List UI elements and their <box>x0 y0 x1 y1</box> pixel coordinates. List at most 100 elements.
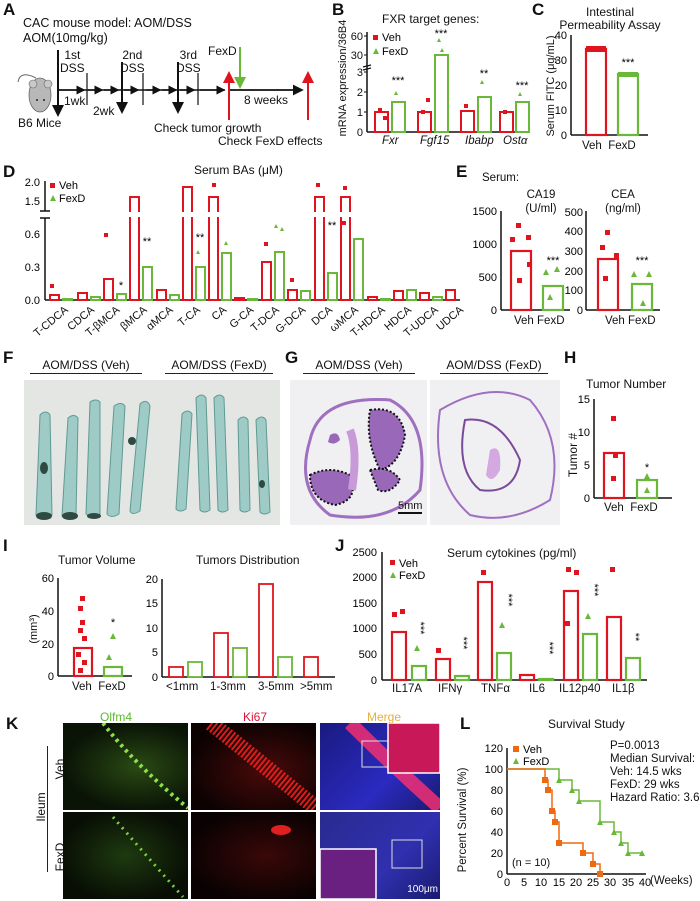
dss3-label: 3rd DSS <box>176 48 201 75</box>
svg-text:1000: 1000 <box>353 623 377 635</box>
svg-text:2.0: 2.0 <box>25 177 40 189</box>
bar-chart: 0 5 10 15 * <box>578 394 672 505</box>
group-veh-underline <box>303 373 415 374</box>
svg-text:0: 0 <box>371 675 377 687</box>
svg-text:3: 3 <box>357 67 363 79</box>
col-olfm4-label: Olfm4 <box>100 710 133 724</box>
svg-text:2000: 2000 <box>353 572 377 584</box>
panel-i: I Tumor Volume (mm³) Tumors Distribution… <box>0 536 335 700</box>
svg-text:0: 0 <box>504 877 510 889</box>
panel-label: K <box>6 714 19 733</box>
bar-charts: 0 500 1000 1500 *** 0 100 200 300 400 500 *** <box>473 206 660 317</box>
panel-d: D Serum BAs (μM) 0.0 0.3 0.6 1.5 2.0 Veh Fex… <box>0 160 466 340</box>
svg-text:***: *** <box>392 75 406 87</box>
ca19-x-labels: Veh FexD <box>514 315 565 327</box>
svg-text:FexD: FexD <box>399 570 425 582</box>
col-merge-label: Merge <box>367 710 402 724</box>
svg-text:0.3: 0.3 <box>25 262 40 274</box>
svg-text:100: 100 <box>565 285 583 297</box>
histology-veh-image: 5mm <box>290 380 427 525</box>
svg-text:0: 0 <box>152 672 158 684</box>
svg-text:***: *** <box>547 255 561 267</box>
legend-veh: Veh <box>382 32 401 44</box>
svg-text:*: * <box>111 617 116 629</box>
svg-text:***: *** <box>588 584 600 598</box>
histology-fexd-image <box>430 380 560 525</box>
svg-text:10: 10 <box>146 623 158 635</box>
scalebar-label: 100μm <box>407 884 438 895</box>
panel-label: E <box>456 162 468 181</box>
svg-text:300: 300 <box>565 246 583 258</box>
group-fexd-header: AOM/DSS (FexD) <box>446 358 542 372</box>
ki67-fexd-image <box>191 812 316 899</box>
group-fexd-header: AOM/DSS (FexD) <box>171 358 267 372</box>
check-tumor-label: Check tumor growth <box>154 121 262 135</box>
svg-text:***: *** <box>435 28 449 40</box>
volume-x-labels: Veh FexD <box>72 681 126 693</box>
merge-veh-image <box>320 723 440 810</box>
svg-text:20: 20 <box>491 848 503 860</box>
svg-text:0: 0 <box>48 671 54 683</box>
panel-c: C Intestinal Permeability Assay Serum FI… <box>530 0 700 160</box>
svg-text:15: 15 <box>146 598 158 610</box>
olfm4-veh-image <box>63 723 188 810</box>
group-veh-header: AOM/DSS (Veh) <box>42 358 130 372</box>
svg-text:20: 20 <box>42 639 54 651</box>
svg-text:20: 20 <box>146 574 158 586</box>
svg-text:Veh: Veh <box>523 744 542 756</box>
group-fexd-underline <box>165 373 273 374</box>
stats-annotation: P=0.0013 Median Survival: Veh: 14.5 wks … <box>610 740 700 804</box>
svg-text:30: 30 <box>555 55 567 67</box>
scalebar-label: 5mm <box>398 500 423 514</box>
dss2-label: 2nd DSS <box>120 48 145 75</box>
check-fexd-label: Check FexD effects <box>218 134 323 148</box>
olfm4-fexd-image <box>63 812 188 899</box>
svg-text:20: 20 <box>555 80 567 92</box>
svg-text:*: * <box>645 462 650 474</box>
chart-title: Serum BAs (μM) <box>194 163 283 177</box>
interval-2wk: 2wk <box>93 104 115 118</box>
svg-text:0: 0 <box>357 127 363 139</box>
panel-label: F <box>3 348 14 367</box>
panel-e: E Serum: CA19 (U/ml) CEA (ng/ml) 0 500 100… <box>450 160 700 340</box>
svg-text:**: ** <box>480 68 489 80</box>
ca19-title: CA19 (U/ml) <box>525 189 557 215</box>
chart-title: FXR target genes: <box>382 12 480 26</box>
svg-text:1500: 1500 <box>473 206 497 218</box>
svg-text:0: 0 <box>491 305 497 317</box>
panel-k: K Olfm4 Ki67 Merge Ileum Veh FexD 100μm <box>0 700 440 901</box>
bar-chart: 0 10 20 30 40 *** <box>555 30 648 142</box>
svg-text:60: 60 <box>42 573 54 585</box>
svg-text:1: 1 <box>357 107 363 119</box>
svg-text:0: 0 <box>577 305 583 317</box>
merge-fexd-image: 100μm <box>320 812 440 899</box>
svg-text:Veh: Veh <box>399 558 418 570</box>
serum-header: Serum: <box>482 172 520 184</box>
svg-text:1000: 1000 <box>473 239 497 251</box>
mouse-label: B6 Mice <box>18 116 62 130</box>
svg-text:5: 5 <box>152 647 158 659</box>
svg-text:500: 500 <box>479 272 497 284</box>
svg-text:500: 500 <box>359 649 377 661</box>
mouse-icon <box>17 74 53 113</box>
x-labels: T-CDCA CDCA T-βMCA βMCA αMCA T-CA CA G-C… <box>31 304 466 340</box>
group-veh-header: AOM/DSS (Veh) <box>315 358 403 372</box>
x-labels: Veh FexD <box>582 140 636 152</box>
svg-text:40: 40 <box>555 30 567 42</box>
panel-label: C <box>532 0 545 19</box>
svg-text:10: 10 <box>535 877 547 889</box>
svg-text:***: *** <box>622 57 636 69</box>
svg-text:**: ** <box>143 236 152 248</box>
svg-text:100: 100 <box>485 764 503 776</box>
col-ki67-label: Ki67 <box>243 710 268 724</box>
svg-text:2500: 2500 <box>353 547 377 559</box>
svg-text:5: 5 <box>521 877 527 889</box>
svg-text:30: 30 <box>351 50 363 62</box>
panel-label: H <box>564 348 577 367</box>
svg-text:***: *** <box>502 594 514 608</box>
svg-text:**: ** <box>328 220 337 232</box>
cea-x-labels: Veh FexD <box>605 315 656 327</box>
svg-text:FexD: FexD <box>523 756 549 768</box>
svg-text:***: *** <box>516 80 530 92</box>
